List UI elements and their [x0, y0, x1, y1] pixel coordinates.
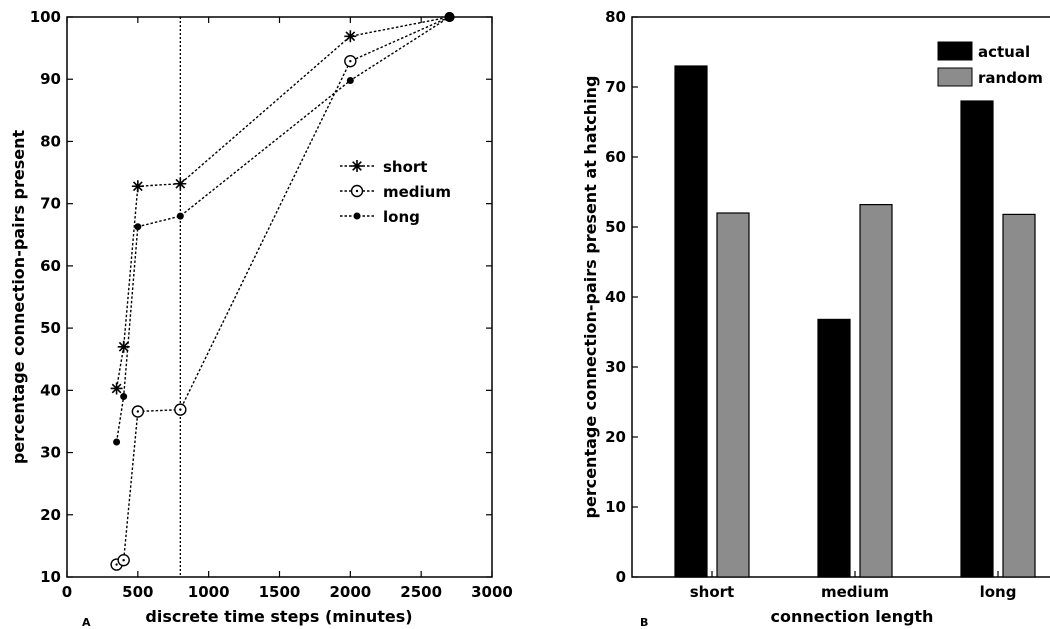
point-short: [131, 180, 144, 193]
legend-swatch-random: [937, 67, 973, 87]
legend-marker-medium-center: [355, 189, 359, 193]
legend-marker-long: [353, 212, 361, 220]
point-long: [120, 393, 128, 401]
chart-a-xlabel: discrete time steps (minutes): [145, 607, 412, 626]
point-short: [110, 382, 123, 395]
chart-b-legend: actual random: [937, 41, 1043, 87]
panel-a-label: A: [82, 616, 91, 629]
y-tick-label: 80: [605, 8, 626, 26]
legend-label-short: short: [383, 158, 427, 176]
point-long: [444, 12, 455, 22]
chart-a-ylabel: percentage connection-pairs present: [9, 129, 28, 464]
y-tick-label: 50: [605, 218, 626, 236]
point-medium-center: [115, 563, 118, 566]
y-tick-label: 20: [605, 428, 626, 446]
legend-label-medium: medium: [383, 183, 451, 201]
x-tick-label: short: [690, 583, 734, 601]
y-tick-label: 70: [40, 195, 61, 213]
bar-actual-long: [960, 100, 994, 578]
point-short: [344, 30, 357, 43]
legend-swatch-actual: [937, 41, 973, 61]
chart-b: 0 10 20 30 40 50 60 70 80 short medium long actual r…: [581, 8, 1050, 629]
y-tick-label: 40: [605, 288, 626, 306]
point-long: [176, 212, 184, 220]
point-medium-center: [136, 410, 140, 413]
x-tick-label: 1500: [259, 583, 301, 601]
chart-a-legend: short medium long: [340, 158, 451, 226]
x-tick-label: 2500: [400, 583, 442, 601]
chart-a: 0 500 1000 1500 2000 2500 3000 10 20 30 40 50 60 70 80…: [9, 8, 513, 629]
x-tick-label: 0: [62, 583, 72, 601]
point-medium-center: [122, 559, 125, 562]
x-tick-label: long: [980, 583, 1017, 601]
y-tick-label: 10: [40, 568, 61, 586]
y-tick-label: 20: [40, 506, 61, 524]
x-tick-label: medium: [821, 583, 889, 601]
y-tick-label: 90: [40, 70, 61, 88]
chart-a-series: [110, 12, 455, 571]
chart-b-ylabel: percentage connection-pairs present at h…: [581, 76, 600, 519]
point-long: [113, 438, 121, 446]
point-short: [174, 177, 187, 190]
y-tick-label: 30: [40, 444, 61, 462]
series-long: [113, 12, 455, 446]
point-short: [117, 340, 130, 353]
x-tick-label: 2000: [329, 583, 371, 601]
y-tick-label: 60: [605, 148, 626, 166]
x-tick-label: 3000: [471, 583, 513, 601]
chart-b-bars: [674, 65, 1036, 578]
bar-actual-medium: [817, 318, 851, 578]
legend-label-actual: actual: [978, 43, 1030, 61]
y-tick-label: 30: [605, 358, 626, 376]
legend-label-long: long: [383, 208, 420, 226]
chart-a-ticks: 0 500 1000 1500 2000 2500 3000 10 20 30 40 50 60 70 80…: [30, 8, 513, 601]
bar-random-short: [716, 212, 750, 578]
y-tick-label: 100: [30, 8, 61, 26]
y-tick-label: 70: [605, 78, 626, 96]
y-tick-label: 10: [605, 498, 626, 516]
bar-random-long: [1002, 213, 1036, 578]
x-tick-label: 500: [122, 583, 153, 601]
x-tick-label: 1000: [188, 583, 230, 601]
y-tick-label: 50: [40, 319, 61, 337]
bar-actual-short: [674, 65, 708, 578]
chart-b-xlabel: connection length: [771, 607, 934, 626]
point-long: [346, 76, 354, 84]
y-tick-label: 60: [40, 257, 61, 275]
bar-random-medium: [859, 204, 893, 578]
y-tick-label: 80: [40, 132, 61, 150]
series-line-long: [115, 16, 450, 443]
series-line-short: [115, 16, 450, 389]
point-medium-center: [349, 59, 352, 63]
legend-marker-short: [351, 160, 363, 172]
y-tick-label: 40: [40, 381, 61, 399]
point-medium-center: [179, 408, 182, 411]
point-long: [134, 223, 142, 231]
panel-b-label: B: [640, 616, 648, 629]
y-tick-label: 0: [616, 568, 626, 586]
chart-a-plot-frame: [66, 16, 493, 578]
legend-label-random: random: [978, 69, 1043, 87]
chart-b-ticks: 0 10 20 30 40 50 60 70 80 short medium long: [605, 8, 1016, 601]
